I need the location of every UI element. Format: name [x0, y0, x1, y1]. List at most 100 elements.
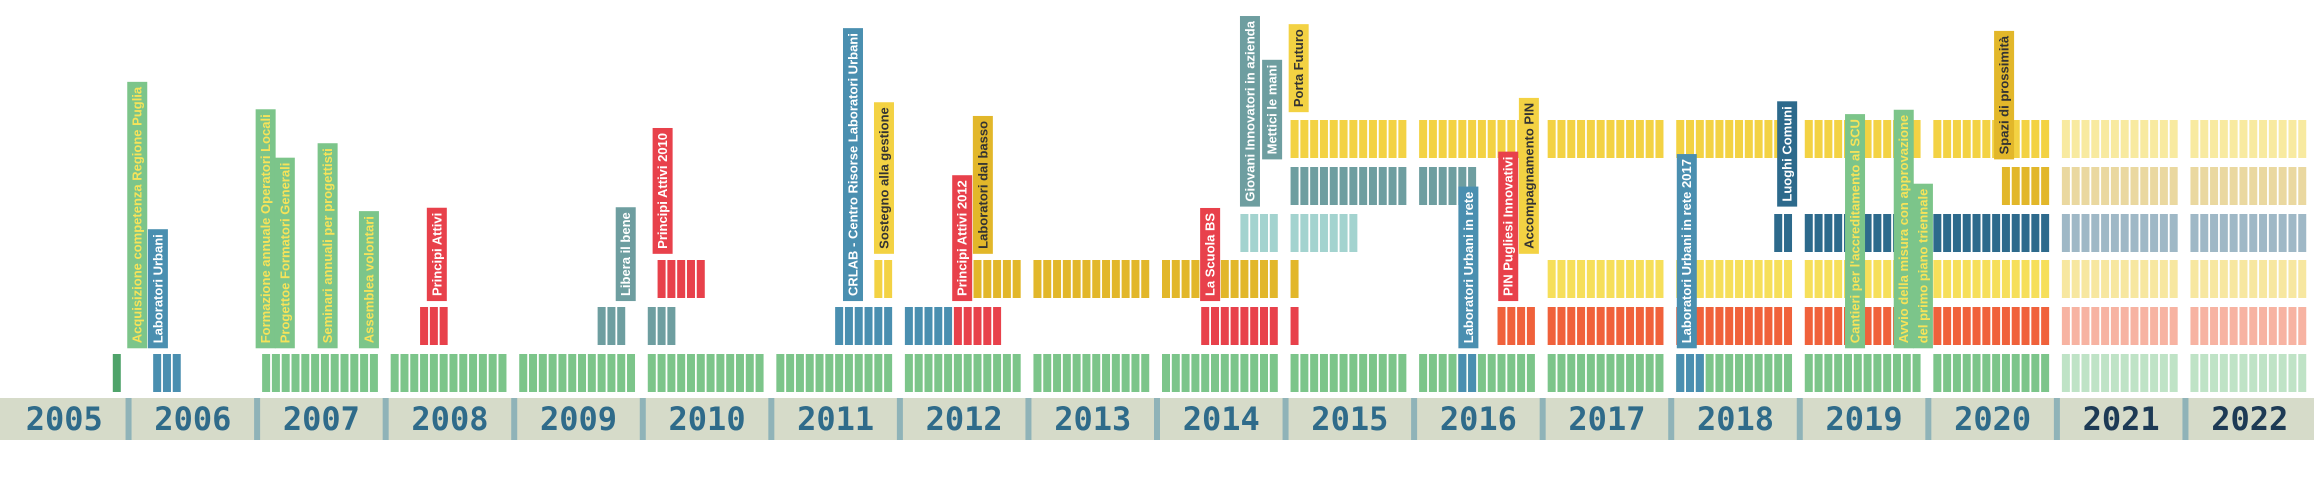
- period-bar: [1162, 354, 1170, 392]
- label-text: Progettoe Formatori Generali: [277, 163, 292, 344]
- period-bar: [2169, 307, 2178, 345]
- period-bar: [2159, 260, 2168, 298]
- label-box: [255, 109, 276, 349]
- period-bar: [1774, 307, 1783, 345]
- period-bar: [1744, 260, 1753, 298]
- period-bar: [1092, 260, 1101, 298]
- period-bar: [1339, 354, 1348, 392]
- period-bar: [1378, 167, 1387, 205]
- period-bar: [607, 307, 616, 345]
- period-bar: [1883, 214, 1892, 252]
- milestone-label: Laboratori dal basso: [972, 115, 993, 254]
- period-bar: [1487, 354, 1496, 392]
- period-bar: [786, 354, 795, 392]
- period-bar: [2249, 260, 2258, 298]
- period-bar: [2278, 214, 2287, 252]
- period-bar: [1339, 120, 1348, 158]
- period-bar: [1962, 120, 1971, 158]
- year-label: 2021: [2083, 400, 2160, 438]
- label-box: [317, 143, 338, 349]
- label-box: [426, 207, 447, 302]
- period-bar: [2031, 167, 2040, 205]
- period-bar: [597, 354, 606, 392]
- period-bar: [1002, 260, 1011, 298]
- period-bar: [2259, 120, 2268, 158]
- period-bar: [2190, 354, 2199, 392]
- period-bar: [597, 307, 606, 345]
- milestone-label: Principi Attivi 2010: [652, 127, 673, 254]
- period-bar: [1705, 260, 1714, 298]
- period-bar: [2071, 354, 2080, 392]
- period-bar: [429, 307, 438, 345]
- period-bar: [1754, 354, 1763, 392]
- year-separator: [382, 398, 389, 440]
- period-bar: [2249, 120, 2258, 158]
- period-bar: [478, 354, 487, 392]
- period-bar: [2150, 307, 2159, 345]
- year-label: 2016: [1440, 400, 1517, 438]
- period-bar: [1388, 354, 1397, 392]
- milestone-label: Seminari annuali per progettisti: [317, 143, 338, 349]
- year-label: 2010: [669, 400, 746, 438]
- period-bar: [1240, 214, 1249, 252]
- period-bar: [2061, 120, 2070, 158]
- period-bar: [1310, 354, 1319, 392]
- period-bar: [1557, 260, 1566, 298]
- period-bar: [874, 307, 883, 345]
- period-bar: [2169, 354, 2178, 392]
- period-bar: [538, 354, 547, 392]
- period-bar: [2011, 307, 2020, 345]
- period-bar: [1972, 307, 1981, 345]
- period-bar: [1814, 307, 1823, 345]
- period-bar: [439, 354, 448, 392]
- period-bar: [172, 354, 181, 392]
- period-bar: [2268, 167, 2277, 205]
- period-bar: [1764, 354, 1773, 392]
- period-bar: [2190, 167, 2199, 205]
- period-bar: [1250, 260, 1259, 298]
- period-bar: [2091, 214, 2100, 252]
- period-bar: [1260, 214, 1268, 252]
- period-bar: [2061, 214, 2070, 252]
- period-bar: [2140, 260, 2149, 298]
- period-bar: [2259, 167, 2268, 205]
- period-bar: [1269, 260, 1278, 298]
- period-bar: [1843, 354, 1852, 392]
- period-bar: [2081, 214, 2090, 252]
- period-bar: [2159, 167, 2168, 205]
- label-box: [147, 229, 168, 349]
- period-bar: [1319, 354, 1328, 392]
- period-bar: [1438, 167, 1447, 205]
- year-separator: [1154, 398, 1160, 440]
- period-bar: [2120, 260, 2129, 298]
- label-text: Libera il bene: [618, 212, 633, 296]
- period-bar: [2081, 307, 2090, 345]
- label-text: Formazione annuale Operatori Locali: [258, 114, 273, 343]
- period-bar: [488, 354, 497, 392]
- period-bar: [2298, 354, 2307, 392]
- period-bar: [529, 354, 538, 392]
- period-bar: [1834, 307, 1843, 345]
- period-bar: [262, 354, 271, 392]
- period-bar: [2288, 167, 2297, 205]
- period-bar: [2130, 214, 2139, 252]
- period-bar: [1596, 120, 1605, 158]
- period-bar: [1477, 120, 1486, 158]
- period-bar: [1497, 354, 1506, 392]
- period-bar: [776, 354, 785, 392]
- year-separator: [2053, 398, 2060, 440]
- period-bar: [1329, 214, 1338, 252]
- period-bar: [1111, 354, 1120, 392]
- period-bar: [696, 354, 705, 392]
- label-box: [1777, 101, 1798, 207]
- period-bar: [1290, 260, 1299, 298]
- period-bar: [1873, 260, 1882, 298]
- period-bar: [1240, 260, 1249, 298]
- period-bar: [1735, 120, 1744, 158]
- period-bar: [2200, 214, 2209, 252]
- period-bar: [1754, 260, 1763, 298]
- period-bar: [884, 260, 893, 298]
- period-bar: [1319, 120, 1328, 158]
- period-bar: [1814, 214, 1823, 252]
- period-bar: [1260, 260, 1268, 298]
